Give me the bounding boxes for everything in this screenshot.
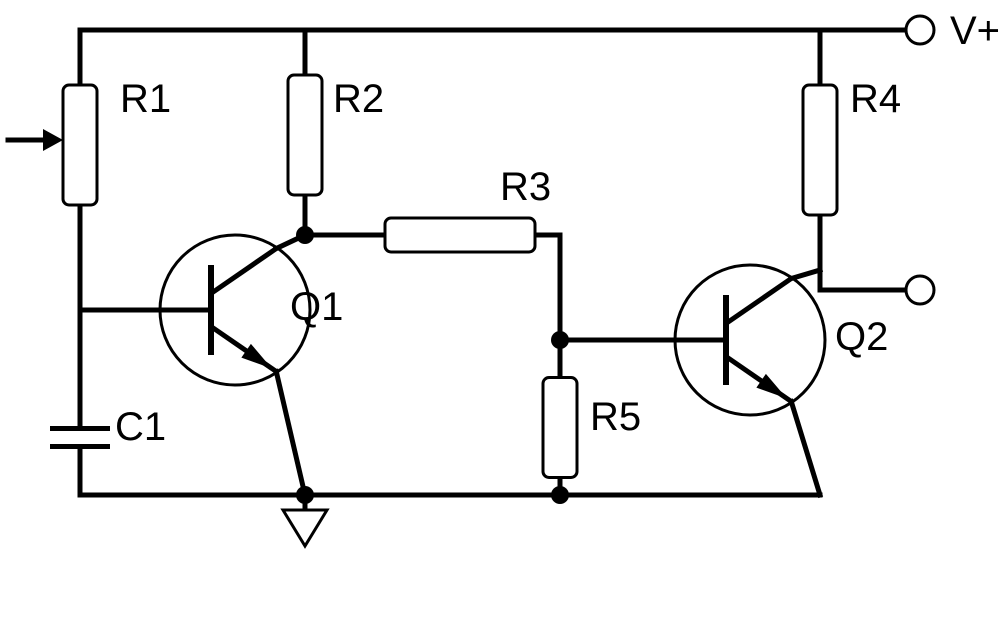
label-r4: R4 bbox=[850, 77, 901, 121]
label-r3: R3 bbox=[500, 165, 551, 209]
label-vplus: V+ bbox=[950, 9, 1000, 53]
label-q2: Q2 bbox=[835, 315, 888, 359]
label-c1: C1 bbox=[115, 405, 166, 449]
label-r1: R1 bbox=[120, 77, 171, 121]
circuit-schematic: V+ R1 R2 R3 R4 R5 C1 Q1 Q2 bbox=[0, 0, 1000, 637]
label-r2: R2 bbox=[333, 77, 384, 121]
label-q1: Q1 bbox=[290, 285, 343, 329]
label-r5: R5 bbox=[590, 395, 641, 439]
